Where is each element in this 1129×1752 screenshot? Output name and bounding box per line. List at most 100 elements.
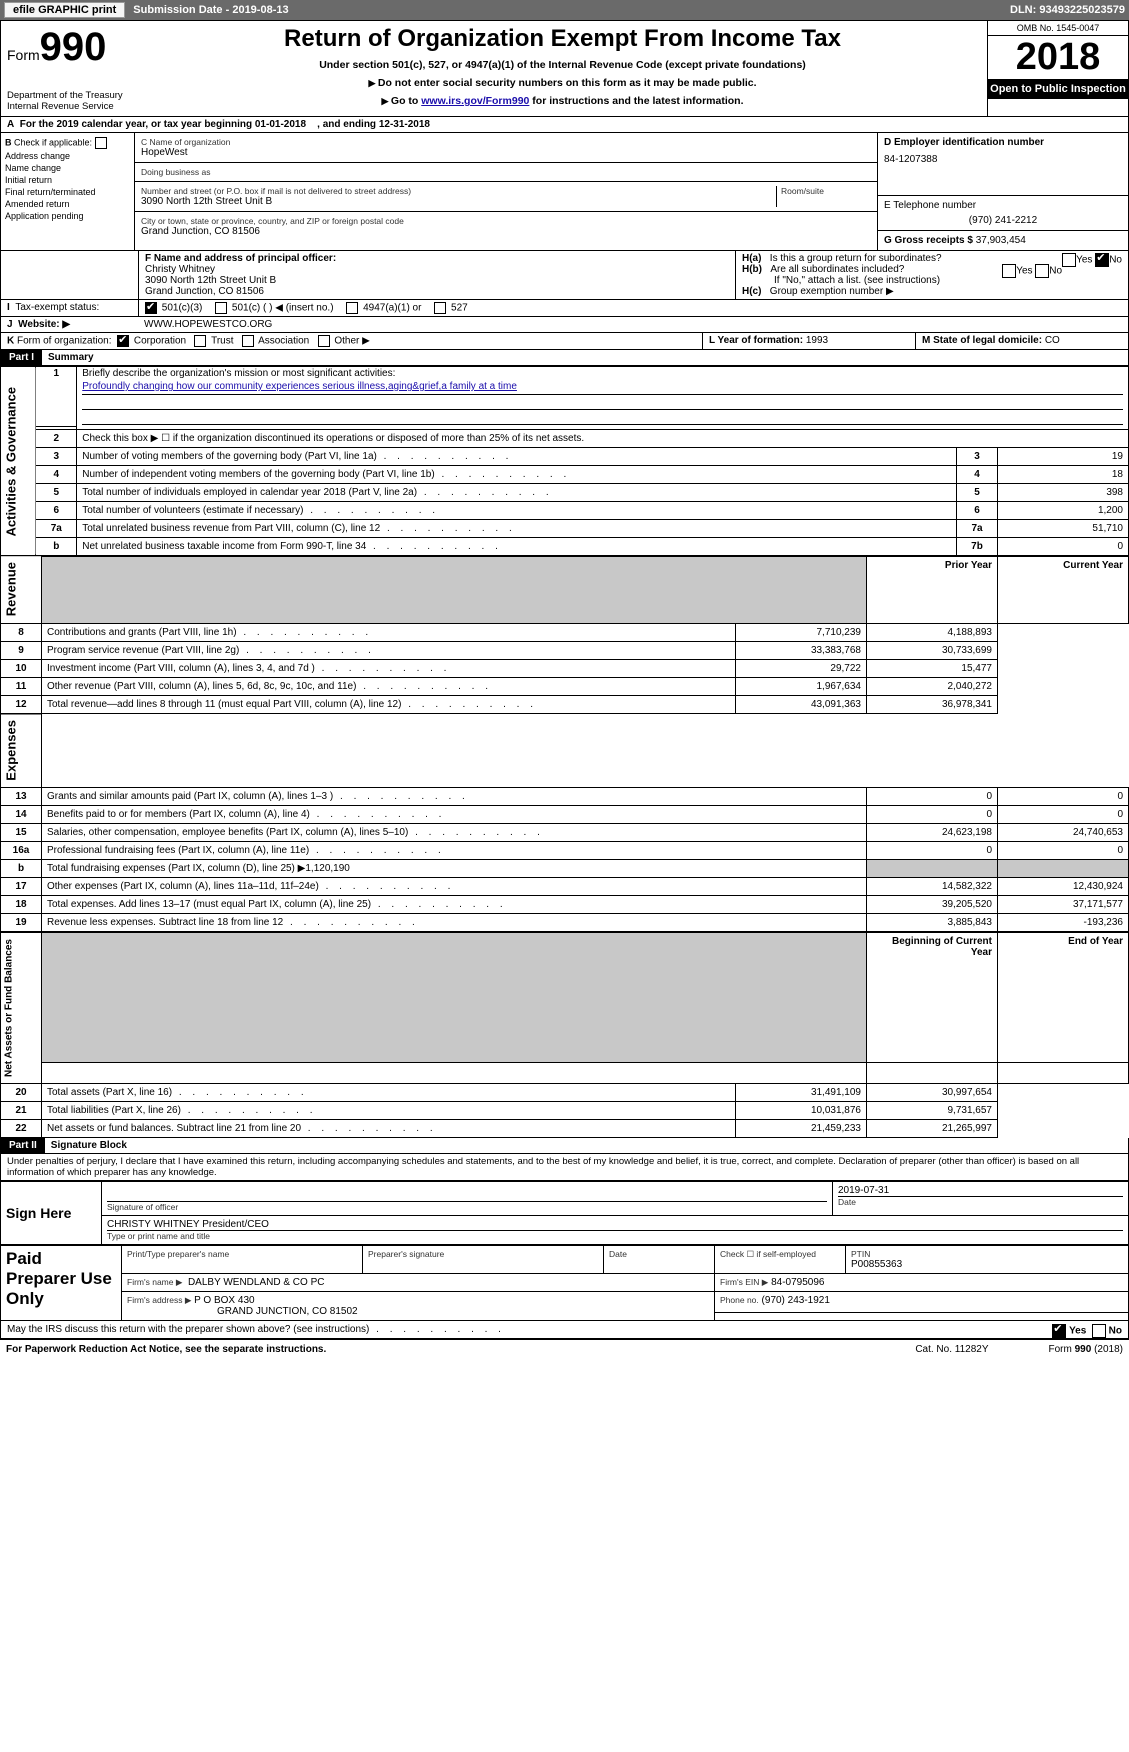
table-row: 4Number of independent voting members of…	[1, 465, 1129, 483]
vlabel-balance: Net Assets or Fund Balances	[1, 933, 42, 1084]
firm-phone: (970) 243-1921	[762, 1295, 830, 1306]
527-checkbox[interactable]	[434, 302, 446, 314]
opt-name-change: Name change	[5, 163, 130, 173]
table-row: 8Contributions and grants (Part VIII, li…	[1, 623, 1129, 641]
firm-ein: 84-0795096	[771, 1277, 824, 1288]
part-1-header: Part I Summary	[0, 350, 1129, 366]
row-f-h: F Name and address of principal officer:…	[0, 251, 1129, 300]
table-row: 13Grants and similar amounts paid (Part …	[1, 788, 1129, 806]
opt-initial-return: Initial return	[5, 175, 130, 185]
officer-name: Christy Whitney	[145, 264, 215, 275]
gross-receipts-value: 37,903,454	[976, 235, 1026, 246]
table-row: 14Benefits paid to or for members (Part …	[1, 806, 1129, 824]
corp-checkbox[interactable]	[117, 335, 129, 347]
ptin: P00855363	[851, 1259, 1123, 1270]
501c-checkbox[interactable]	[215, 302, 227, 314]
hc-label: Group exemption number ▶	[770, 286, 894, 297]
col-d-through-g: D Employer identification number 84-1207…	[877, 133, 1128, 250]
date-label: Date	[838, 1197, 1123, 1207]
form-number: 990	[40, 25, 107, 69]
irs-link[interactable]: www.irs.gov/Form990	[421, 95, 529, 107]
sign-here-table: Sign Here Signature of officer 2019-07-3…	[0, 1181, 1129, 1245]
line1-label: Briefly describe the organization's miss…	[82, 368, 395, 379]
discuss-yes-checkbox[interactable]	[1052, 1324, 1066, 1338]
subtitle-1: Under section 501(c), 527, or 4947(a)(1)…	[144, 59, 981, 71]
vlabel-governance: Activities & Governance	[1, 367, 36, 556]
year-formation: 1993	[806, 335, 828, 346]
501c3-checkbox[interactable]	[145, 302, 157, 314]
mission-text: Profoundly changing how our community ex…	[82, 379, 1123, 395]
hb-yes-checkbox[interactable]	[1002, 264, 1016, 278]
assoc-checkbox[interactable]	[242, 335, 254, 347]
top-bar: efile GRAPHIC print Submission Date - 20…	[0, 0, 1129, 20]
opt-address-change: Address change	[5, 151, 130, 161]
street-label: Number and street (or P.O. box if mail i…	[141, 186, 772, 196]
firm-name: DALBY WENDLAND & CO PC	[188, 1277, 325, 1288]
officer-addr1: 3090 North 12th Street Unit B	[145, 275, 276, 286]
ha-yes-checkbox[interactable]	[1062, 253, 1076, 267]
form-label: Form	[7, 47, 40, 63]
city-value: Grand Junction, CO 81506	[141, 226, 871, 237]
opt-final-return: Final return/terminated	[5, 187, 130, 197]
dba-label: Doing business as	[141, 167, 871, 177]
line2: Check this box ▶ ☐ if the organization d…	[77, 429, 1129, 447]
checkbox-applicable[interactable]	[95, 137, 107, 149]
begin-year-hdr: Beginning of Current Year	[867, 933, 998, 1063]
room-label: Room/suite	[781, 186, 871, 196]
dept-treasury: Department of the Treasury	[7, 90, 132, 101]
pra-notice: For Paperwork Reduction Act Notice, see …	[6, 1344, 326, 1355]
org-name: HopeWest	[141, 147, 871, 158]
current-year-hdr: Current Year	[998, 556, 1129, 623]
open-to-public: Open to Public Inspection	[988, 79, 1128, 99]
table-row: 9Program service revenue (Part VIII, lin…	[1, 641, 1129, 659]
row-a-tax-year: A For the 2019 calendar year, or tax yea…	[0, 117, 1129, 133]
table-row: bTotal fundraising expenses (Part IX, co…	[1, 860, 1129, 878]
form-title: Return of Organization Exempt From Incom…	[144, 25, 981, 53]
h-ifno: If "No," attach a list. (see instruction…	[742, 275, 1122, 286]
efile-print-button[interactable]: efile GRAPHIC print	[4, 2, 125, 18]
street-value: 3090 North 12th Street Unit B	[141, 196, 772, 207]
irs-label: Internal Revenue Service	[7, 101, 132, 112]
4947-checkbox[interactable]	[346, 302, 358, 314]
row-j-website: J Website: ▶ WWW.HOPEWESTCO.ORG	[0, 317, 1129, 333]
submission-date-label: Submission Date - 2019-08-13	[133, 4, 288, 16]
col-h: H(a) Is this a group return for subordin…	[735, 251, 1128, 299]
table-row: bNet unrelated business taxable income f…	[1, 537, 1129, 555]
paid-preparer-table: Paid Preparer Use Only Print/Type prepar…	[0, 1245, 1129, 1321]
discuss-no-checkbox[interactable]	[1092, 1324, 1106, 1338]
footer: For Paperwork Reduction Act Notice, see …	[0, 1339, 1129, 1359]
cat-no: Cat. No. 11282Y	[915, 1344, 988, 1355]
state-domicile: CO	[1045, 335, 1060, 346]
year-box: OMB No. 1545-0047 2018 Open to Public In…	[987, 21, 1128, 116]
expenses-table: Expenses 13Grants and similar amounts pa…	[0, 714, 1129, 933]
section-b-through-g: B Check if applicable: Address change Na…	[0, 133, 1129, 251]
vlabel-expenses: Expenses	[1, 714, 42, 788]
dln: DLN: 93493225023579	[1010, 4, 1125, 16]
ha-no-checkbox[interactable]	[1095, 253, 1109, 267]
officer-label: F Name and address of principal officer:	[145, 253, 336, 264]
subtitle-3: Go to www.irs.gov/Form990 for instructio…	[144, 95, 981, 107]
tax-year: 2018	[988, 36, 1128, 79]
city-label: City or town, state or province, country…	[141, 216, 871, 226]
part-2-header: Part II Signature Block	[0, 1138, 1129, 1154]
opt-amended: Amended return	[5, 199, 130, 209]
table-row: 17Other expenses (Part IX, column (A), l…	[1, 878, 1129, 896]
hb-no-checkbox[interactable]	[1035, 264, 1049, 278]
row-i-exempt: I Tax-exempt status: 501(c)(3) 501(c) ( …	[0, 300, 1129, 317]
officer-name-title: CHRISTY WHITNEY President/CEO	[107, 1219, 1123, 1231]
perjury-statement: Under penalties of perjury, I declare th…	[0, 1154, 1129, 1181]
prior-year-hdr: Prior Year	[867, 556, 998, 623]
table-row: 3Number of voting members of the governi…	[1, 447, 1129, 465]
col-c-org-info: C Name of organization HopeWest Doing bu…	[135, 133, 877, 250]
trust-checkbox[interactable]	[194, 335, 206, 347]
phone-label: E Telephone number	[884, 200, 1122, 211]
discuss-row: May the IRS discuss this return with the…	[0, 1321, 1129, 1339]
gross-receipts-label: G Gross receipts $	[884, 235, 973, 246]
form-header: Form990 Department of the Treasury Inter…	[0, 20, 1129, 117]
table-row: 6Total number of volunteers (estimate if…	[1, 501, 1129, 519]
other-checkbox[interactable]	[318, 335, 330, 347]
table-row: 22Net assets or fund balances. Subtract …	[1, 1120, 1129, 1138]
table-row: 16aProfessional fundraising fees (Part I…	[1, 842, 1129, 860]
table-row: 19Revenue less expenses. Subtract line 1…	[1, 914, 1129, 932]
firm-addr1: P O BOX 430	[194, 1295, 254, 1306]
